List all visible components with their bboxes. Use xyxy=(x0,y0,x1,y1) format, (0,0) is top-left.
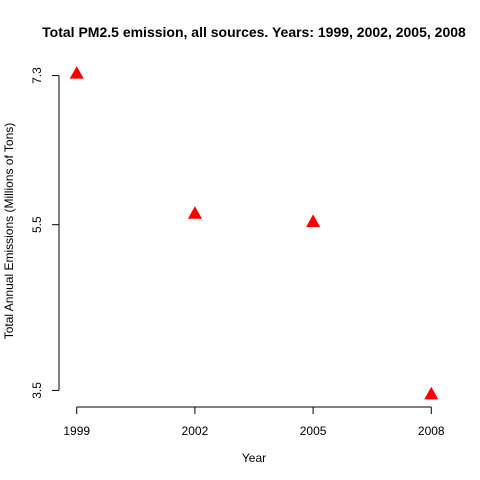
chart-title: Total PM2.5 emission, all sources. Years… xyxy=(42,24,466,40)
x-axis-title: Year xyxy=(242,451,266,465)
x-tick-label: 2002 xyxy=(182,424,209,438)
y-tick-label: 7.3 xyxy=(30,67,44,84)
data-points xyxy=(69,66,439,400)
y-tick-label: 3.5 xyxy=(30,382,44,399)
x-tick-label: 2008 xyxy=(418,424,445,438)
y-axis-title: Total Annual Emissions (Millions of Tons… xyxy=(2,123,16,340)
x-axis-ticks: 1999 2002 2005 2008 xyxy=(63,407,445,438)
x-tick-label: 2005 xyxy=(300,424,327,438)
data-point xyxy=(69,66,84,79)
data-point xyxy=(187,206,202,219)
y-axis-ticks: 3.5 5.5 7.3 xyxy=(30,67,59,399)
y-tick-label: 5.5 xyxy=(30,216,44,233)
data-point xyxy=(306,214,321,227)
x-tick-label: 1999 xyxy=(63,424,90,438)
data-point xyxy=(424,386,439,400)
